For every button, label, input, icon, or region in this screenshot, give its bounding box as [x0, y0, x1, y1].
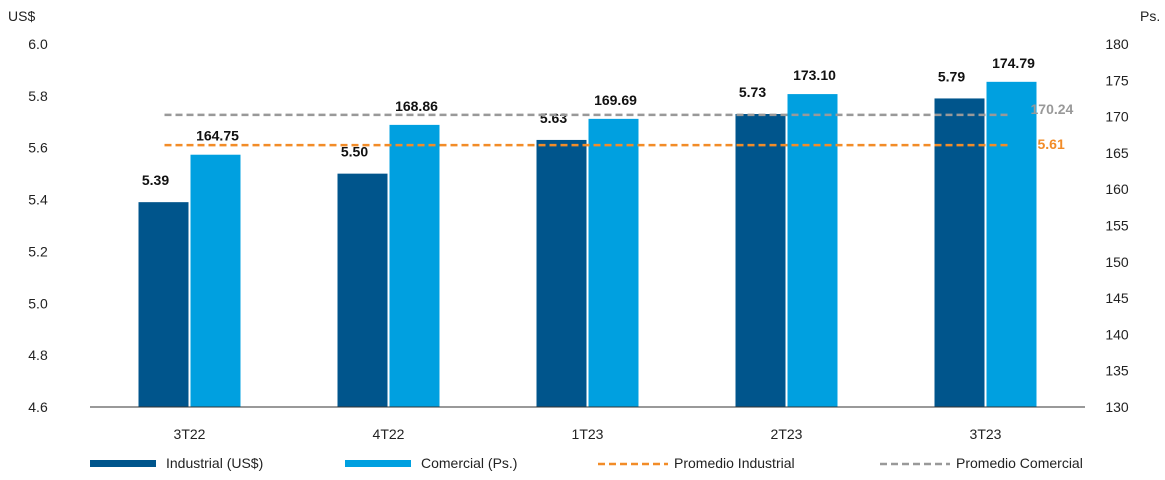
legend-promedio-comercial-label: Promedio Comercial	[956, 455, 1083, 471]
right-axis-tick-label: 145	[1105, 290, 1129, 306]
bar-comercial	[389, 124, 440, 407]
right-axis-tick-label: 130	[1105, 399, 1129, 415]
x-axis-tick-label: 4T22	[373, 426, 405, 442]
x-axis-tick-label: 3T22	[174, 426, 206, 442]
data-label-industrial: 5.50	[341, 144, 368, 160]
data-label-industrial: 5.63	[540, 110, 567, 126]
right-axis-tick-label: 175	[1105, 72, 1129, 88]
reference-label-promedio-industrial: 5.61	[1038, 136, 1065, 152]
right-axis-tick-label: 165	[1105, 145, 1129, 161]
bar-comercial	[986, 81, 1037, 408]
right-axis-tick-label: 140	[1105, 326, 1129, 342]
legend-industrial-swatch	[90, 460, 156, 467]
left-axis-tick-label: 4.8	[28, 347, 48, 363]
right-axis-unit: Ps.	[1140, 8, 1160, 24]
bar-industrial	[934, 98, 985, 407]
left-axis-tick-label: 5.0	[28, 295, 48, 311]
legend-comercial-label: Comercial (Ps.)	[421, 455, 517, 471]
right-axis-tick-label: 150	[1105, 254, 1129, 270]
left-axis-tick-label: 5.4	[28, 192, 48, 208]
data-label-industrial: 5.39	[142, 172, 169, 188]
left-axis-tick-label: 5.2	[28, 243, 48, 259]
bar-comercial	[190, 154, 241, 407]
data-label-comercial: 168.86	[395, 98, 438, 114]
reference-label-promedio-comercial: 170.24	[1031, 101, 1074, 117]
right-axis-tick-label: 160	[1105, 181, 1129, 197]
data-label-comercial: 169.69	[594, 92, 637, 108]
legend-industrial-label: Industrial (US$)	[166, 455, 263, 471]
right-axis-tick-label: 180	[1105, 36, 1129, 52]
data-label-industrial: 5.73	[739, 84, 766, 100]
x-axis-tick-label: 3T23	[970, 426, 1002, 442]
data-label-comercial: 164.75	[196, 128, 239, 144]
bar-industrial	[536, 139, 587, 407]
right-axis-tick-label: 155	[1105, 218, 1129, 234]
bar-industrial	[138, 202, 189, 407]
data-label-comercial: 174.79	[992, 55, 1035, 71]
left-axis-unit: US$	[8, 8, 35, 24]
right-axis-tick-label: 135	[1105, 363, 1129, 379]
data-label-comercial: 173.10	[793, 67, 836, 83]
left-axis-tick-label: 6.0	[28, 36, 48, 52]
legend-promedio-industrial-label: Promedio Industrial	[674, 455, 795, 471]
bar-industrial	[337, 173, 388, 407]
right-axis-tick-label: 170	[1105, 109, 1129, 125]
left-axis-tick-label: 5.6	[28, 140, 48, 156]
bar-industrial	[735, 114, 786, 407]
bar-comercial	[588, 118, 639, 408]
x-axis-tick-label: 1T23	[572, 426, 604, 442]
data-label-industrial: 5.79	[938, 68, 965, 84]
left-axis-tick-label: 5.8	[28, 88, 48, 104]
x-axis-tick-label: 2T23	[771, 426, 803, 442]
bar-comercial	[787, 94, 838, 408]
legend-comercial-swatch	[345, 460, 411, 467]
left-axis-tick-label: 4.6	[28, 399, 48, 415]
